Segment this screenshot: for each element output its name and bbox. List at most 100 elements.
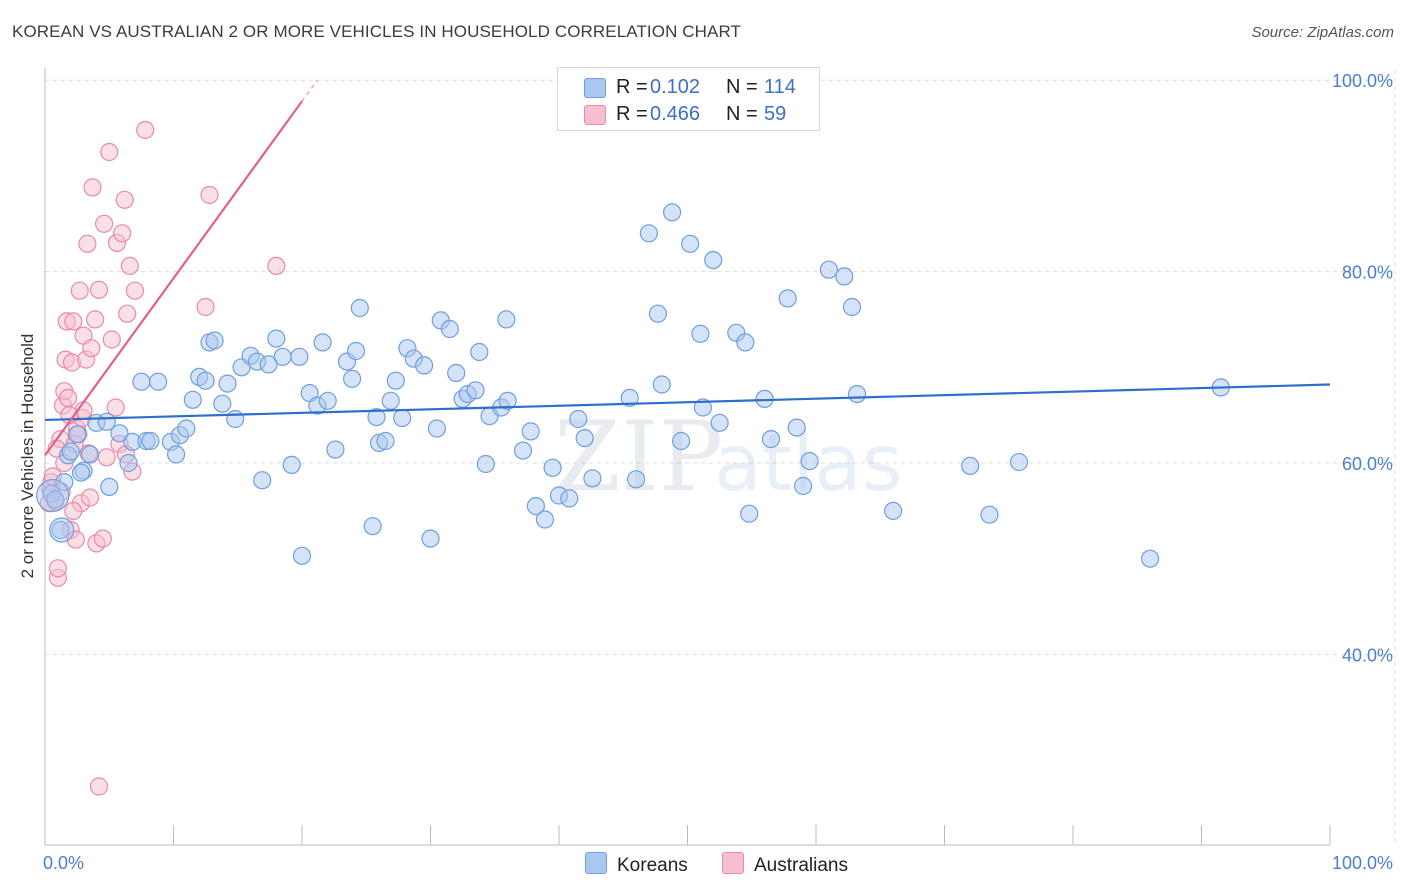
legend-r-label: R = — [616, 76, 648, 98]
korean-point — [691, 324, 710, 343]
australian-point — [89, 777, 109, 796]
legend-r-value: 0.466 — [650, 103, 701, 125]
korean-point — [46, 490, 65, 509]
korean-point — [704, 251, 723, 270]
australian-point — [66, 530, 85, 549]
korean-point — [466, 381, 485, 400]
korean-point-cluster — [36, 478, 70, 513]
korean-point — [560, 489, 579, 508]
korean-point — [226, 409, 245, 429]
korean-point — [167, 445, 186, 464]
korean-point — [393, 408, 412, 428]
korean-point — [497, 310, 516, 329]
australian-point — [97, 448, 116, 467]
australian-point — [106, 398, 125, 417]
korean-point — [183, 390, 202, 409]
korean-point — [652, 375, 671, 394]
australian-point — [48, 559, 68, 578]
tick-labels: 40.0% 60.0% 80.0% 100.0% 0.0% 100.0% — [43, 71, 1393, 873]
australian-point — [112, 224, 132, 243]
korean-point — [620, 388, 639, 407]
korean-point — [196, 371, 215, 390]
legend-row-koreans: R = 0.102 N = 114 — [558, 74, 819, 102]
legend-n-label: N = — [726, 76, 758, 98]
legend-row-australians: R = 0.466 N = 59 — [558, 101, 819, 129]
korean-point — [736, 333, 755, 352]
korean-point — [883, 501, 903, 520]
korean-point — [415, 356, 434, 375]
korean-point — [282, 455, 301, 474]
korean-point — [787, 418, 806, 437]
koreans-points — [36, 203, 1230, 568]
korean-point — [648, 304, 668, 323]
korean-point — [213, 394, 232, 413]
korean-point — [318, 391, 337, 410]
korean-point — [470, 342, 489, 362]
korean-point — [253, 471, 272, 490]
korean-point — [363, 517, 382, 536]
australian-point — [125, 281, 144, 300]
australian-point — [64, 312, 83, 331]
korean-point — [80, 445, 100, 464]
legend-label-australians: Australians — [754, 855, 848, 876]
korean-point — [671, 431, 691, 451]
australian-point — [115, 190, 134, 209]
y-tick-label: 80.0% — [1342, 263, 1393, 283]
korean-point — [710, 413, 729, 432]
australian-point — [120, 256, 139, 275]
legend-swatch-koreans — [584, 78, 606, 98]
korean-point — [141, 431, 160, 451]
y-tick-label: 40.0% — [1342, 645, 1393, 665]
korean-point — [71, 463, 91, 482]
korean-point — [55, 473, 74, 492]
korean-point — [313, 333, 332, 352]
korean-point — [205, 331, 224, 350]
legend-swatch-australians — [584, 105, 606, 125]
korean-point — [132, 372, 151, 391]
korean-point — [177, 419, 196, 438]
y-tick-label: 60.0% — [1342, 454, 1393, 474]
australian-point — [94, 214, 114, 233]
korean-point — [447, 363, 466, 383]
australian-point — [200, 185, 219, 205]
korean-point — [961, 456, 980, 475]
korean-point — [367, 408, 386, 427]
korean-point — [800, 452, 819, 471]
korean-point — [381, 391, 400, 410]
korean-point — [543, 458, 562, 477]
korean-point — [218, 374, 237, 393]
korean-point — [513, 441, 533, 460]
korean-point — [535, 510, 555, 529]
australian-point — [80, 488, 100, 507]
trend-lines — [44, 79, 1331, 456]
korean-point — [1009, 452, 1029, 472]
legend-label-koreans: Koreans — [617, 855, 688, 876]
korean-point — [526, 497, 546, 516]
korean-point — [386, 371, 405, 390]
korean-point — [680, 234, 700, 253]
korean-point — [569, 409, 588, 429]
korean-point — [740, 504, 759, 523]
korean-point — [110, 424, 129, 443]
legend-n-value: 59 — [764, 103, 787, 125]
source-label: Source: ZipAtlas.com — [1251, 24, 1394, 41]
legend-r-label: R = — [616, 103, 648, 125]
korean-point — [583, 469, 602, 488]
australian-point — [78, 234, 97, 253]
y-axis-label: 2 or more Vehicles in Household — [18, 334, 37, 579]
korean-point — [326, 440, 345, 459]
korean-point — [575, 429, 594, 448]
korean-point — [778, 289, 797, 308]
korean-point — [847, 385, 867, 404]
legend-item-koreans[interactable]: Koreans — [585, 852, 688, 877]
korean-point — [440, 319, 459, 339]
chart-title: KOREAN VS AUSTRALIAN 2 OR MORE VEHICLES … — [12, 22, 742, 41]
korean-point — [119, 453, 138, 473]
legend-item-australians[interactable]: Australians — [722, 852, 848, 877]
korean-point — [639, 224, 659, 243]
korean-point-cluster — [49, 517, 75, 543]
australian-point — [267, 256, 286, 275]
australian-trend-line — [44, 100, 303, 456]
korean-point — [693, 398, 713, 417]
korean-point — [51, 520, 70, 540]
